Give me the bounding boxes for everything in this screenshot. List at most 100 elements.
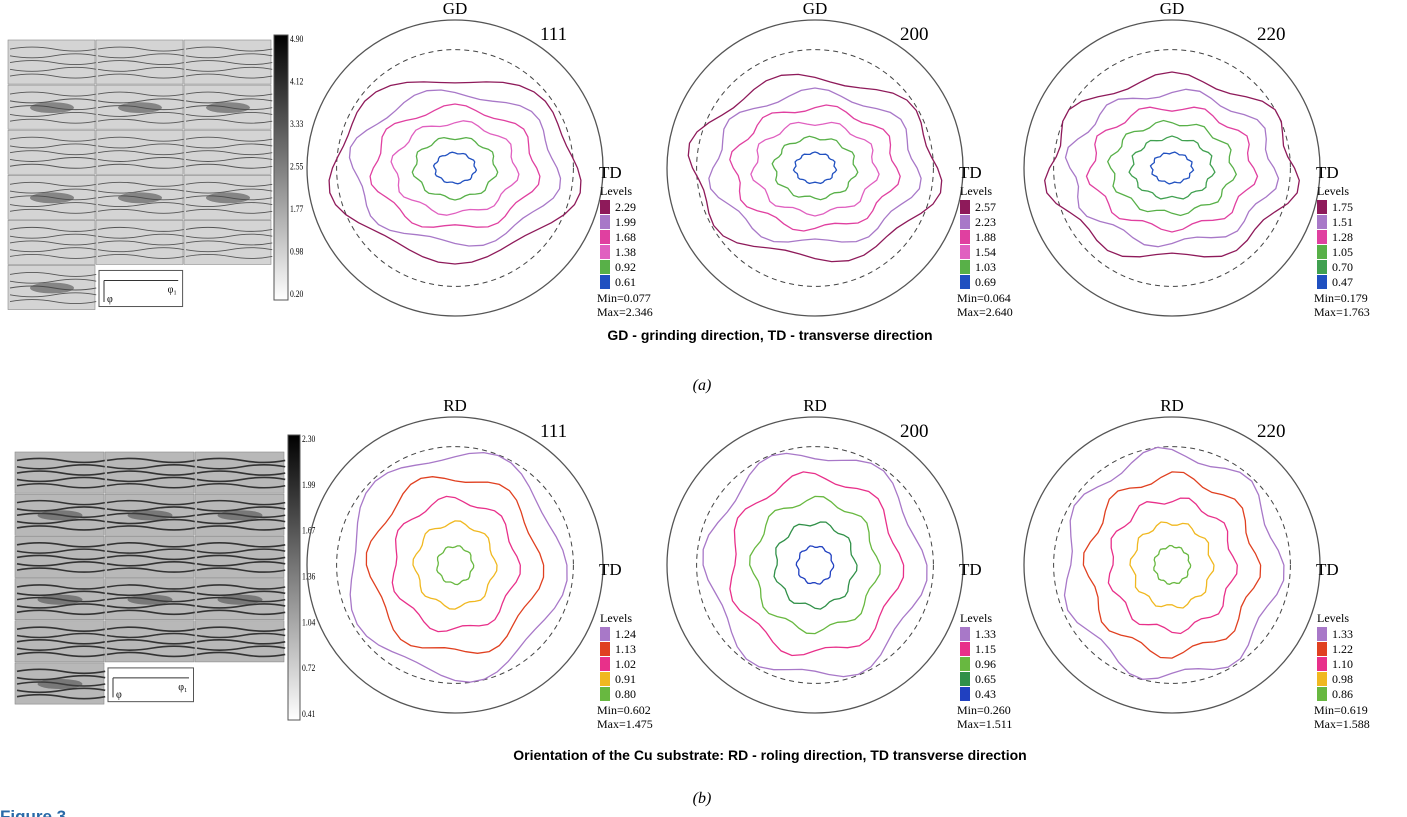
colorbar-tick-label: 1.77 xyxy=(290,204,303,214)
level-swatch xyxy=(1317,245,1327,259)
odf-contour xyxy=(9,73,97,79)
contour xyxy=(1064,88,1280,248)
colorbar-tick-label: 1.36 xyxy=(302,572,315,582)
odf-contour xyxy=(16,463,106,470)
contour xyxy=(792,151,838,185)
odf-contour xyxy=(9,226,97,232)
odf-contour xyxy=(16,506,106,512)
odf-contour xyxy=(106,632,196,639)
level-value: 1.05 xyxy=(1332,245,1353,259)
odf-spot xyxy=(30,282,74,294)
contour xyxy=(702,452,928,678)
odf-contour xyxy=(97,181,185,187)
odf-contour xyxy=(9,253,97,259)
level-value: 1.02 xyxy=(615,657,636,671)
odf-contour xyxy=(196,476,286,483)
odf-contour xyxy=(106,560,196,567)
level-swatch xyxy=(1317,230,1327,244)
levels-title: Levels xyxy=(960,184,992,198)
odf-key xyxy=(107,667,194,703)
odf-contour xyxy=(9,150,97,156)
level-value: 0.61 xyxy=(615,275,636,289)
level-value: 1.51 xyxy=(1332,215,1353,229)
colorbar xyxy=(287,434,301,721)
odf-contour xyxy=(196,525,286,531)
odf-contour xyxy=(9,247,97,253)
panel-caption: Orientation of the Cu substrate: RD - ro… xyxy=(513,747,1026,763)
odf-contour xyxy=(16,525,106,531)
min-value: Min=0.179 xyxy=(1314,291,1368,305)
contour xyxy=(412,520,498,610)
odf-contour xyxy=(16,518,106,525)
odf-contour xyxy=(106,506,196,512)
odf-contour xyxy=(196,518,286,525)
odf-contour xyxy=(9,143,97,149)
level-swatch xyxy=(960,627,970,641)
odf-contour xyxy=(106,554,196,561)
levels-title: Levels xyxy=(1317,184,1349,198)
odf-contour xyxy=(97,143,185,149)
odf-contour xyxy=(16,554,106,561)
min-value: Min=0.602 xyxy=(597,703,651,717)
min-value: Min=0.064 xyxy=(957,291,1011,305)
level-value: 0.70 xyxy=(1332,260,1353,274)
odf-contour xyxy=(16,645,106,651)
hkl-label: 200 xyxy=(900,24,929,45)
pole-figure-boundary xyxy=(696,49,934,287)
odf-contour xyxy=(106,603,196,609)
odf-spot xyxy=(127,594,173,605)
odf-contour xyxy=(106,548,196,554)
level-value: 1.24 xyxy=(615,627,636,641)
contour xyxy=(1063,446,1285,680)
contour xyxy=(411,136,499,201)
odf-contour xyxy=(9,278,97,284)
contour xyxy=(390,120,520,216)
odf-contour xyxy=(97,150,185,156)
odf-contour xyxy=(185,91,273,97)
contour xyxy=(1082,471,1262,659)
contour xyxy=(1128,135,1216,200)
odf-contour xyxy=(16,590,106,597)
odf-contour xyxy=(106,525,196,531)
level-swatch xyxy=(960,200,970,214)
odf-contour xyxy=(106,518,196,525)
level-swatch xyxy=(1317,275,1327,289)
pole-figure-outline xyxy=(306,416,604,714)
odf-contour xyxy=(16,632,106,639)
odf-contour xyxy=(16,693,106,700)
contour xyxy=(773,521,858,610)
level-value: 2.29 xyxy=(615,200,636,214)
level-swatch xyxy=(1317,657,1327,671)
odf-contour xyxy=(196,626,286,632)
odf-contour xyxy=(9,202,97,208)
odf-contour xyxy=(9,66,97,72)
odf-contour xyxy=(106,457,196,464)
odf-contour xyxy=(97,188,185,194)
level-value: 0.80 xyxy=(615,687,636,701)
odf-contour xyxy=(106,645,196,651)
level-value: 2.57 xyxy=(975,200,996,214)
level-value: 1.10 xyxy=(1332,657,1353,671)
figure-label: Figure 3 xyxy=(0,807,66,817)
odf-spot xyxy=(37,510,83,521)
levels-title: Levels xyxy=(600,184,632,198)
odf-contour xyxy=(196,554,286,561)
pole-figure-boundary xyxy=(1053,446,1291,684)
contour xyxy=(436,545,475,586)
hkl-label: 220 xyxy=(1257,24,1286,45)
odf-contour xyxy=(9,46,97,52)
odf-spot xyxy=(30,102,74,114)
odf-contour xyxy=(16,548,106,554)
contour xyxy=(369,103,541,228)
odf-contour xyxy=(185,188,273,194)
odf-contour xyxy=(9,272,97,277)
level-value: 1.33 xyxy=(1332,627,1353,641)
level-swatch xyxy=(960,275,970,289)
contour xyxy=(1044,71,1300,258)
odf-contour xyxy=(16,476,106,483)
odf-contour xyxy=(9,163,97,169)
odf-contour xyxy=(97,53,185,59)
level-value: 0.98 xyxy=(1332,672,1353,686)
level-value: 1.54 xyxy=(975,245,996,259)
